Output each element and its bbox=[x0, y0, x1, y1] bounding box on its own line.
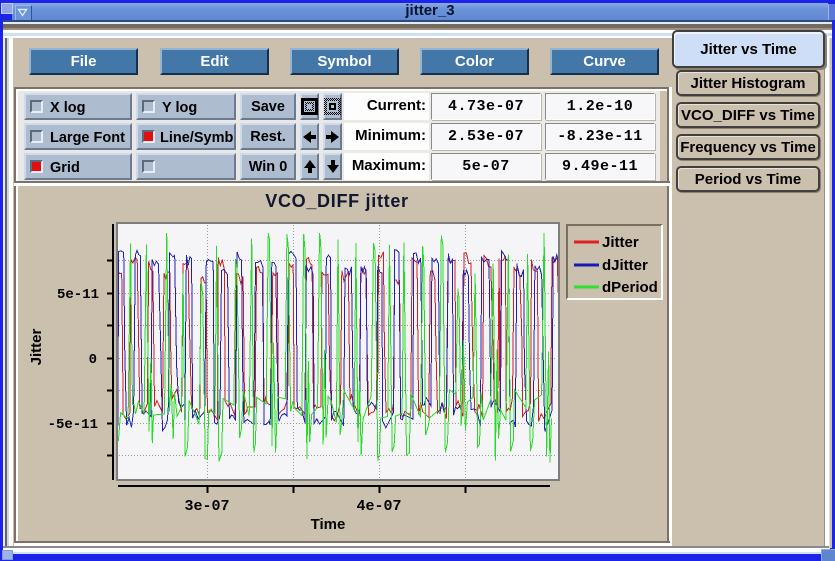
svg-text:3e-07: 3e-07 bbox=[184, 498, 229, 515]
svg-text:-5e-11: -5e-11 bbox=[48, 417, 98, 433]
svg-text:4e-07: 4e-07 bbox=[356, 498, 401, 515]
svg-text:VCO_DIFF jitter: VCO_DIFF jitter bbox=[265, 191, 409, 211]
svg-text:0: 0 bbox=[89, 352, 97, 368]
svg-text:dPeriod: dPeriod bbox=[602, 279, 658, 296]
svg-text:Jitter: Jitter bbox=[602, 234, 639, 251]
svg-text:Jitter: Jitter bbox=[28, 329, 45, 366]
svg-text:dJitter: dJitter bbox=[602, 257, 648, 274]
svg-text:Time: Time bbox=[311, 516, 346, 533]
svg-text:5e-11: 5e-11 bbox=[57, 287, 99, 303]
